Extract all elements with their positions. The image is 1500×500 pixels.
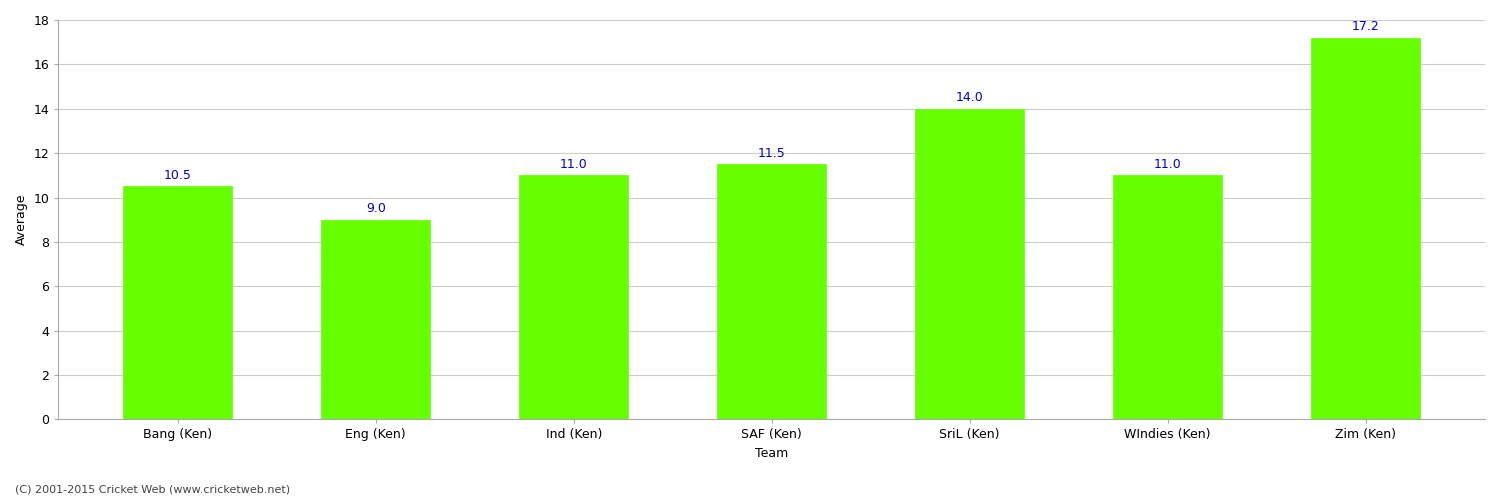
Text: (C) 2001-2015 Cricket Web (www.cricketweb.net): (C) 2001-2015 Cricket Web (www.cricketwe… [15, 485, 290, 495]
Text: 11.0: 11.0 [560, 158, 588, 171]
Text: 14.0: 14.0 [956, 92, 984, 104]
Bar [1311, 38, 1420, 420]
Y-axis label: Average: Average [15, 194, 28, 246]
Bar [717, 164, 827, 419]
Bar [1113, 176, 1222, 420]
Bar [915, 109, 1024, 420]
Text: 11.0: 11.0 [1154, 158, 1182, 171]
Text: 17.2: 17.2 [1352, 20, 1380, 34]
X-axis label: Team: Team [754, 447, 789, 460]
Text: 10.5: 10.5 [164, 169, 192, 182]
Bar [123, 186, 232, 420]
Bar [321, 220, 430, 420]
Text: 9.0: 9.0 [366, 202, 386, 215]
Bar [519, 176, 628, 420]
Text: 11.5: 11.5 [758, 147, 786, 160]
